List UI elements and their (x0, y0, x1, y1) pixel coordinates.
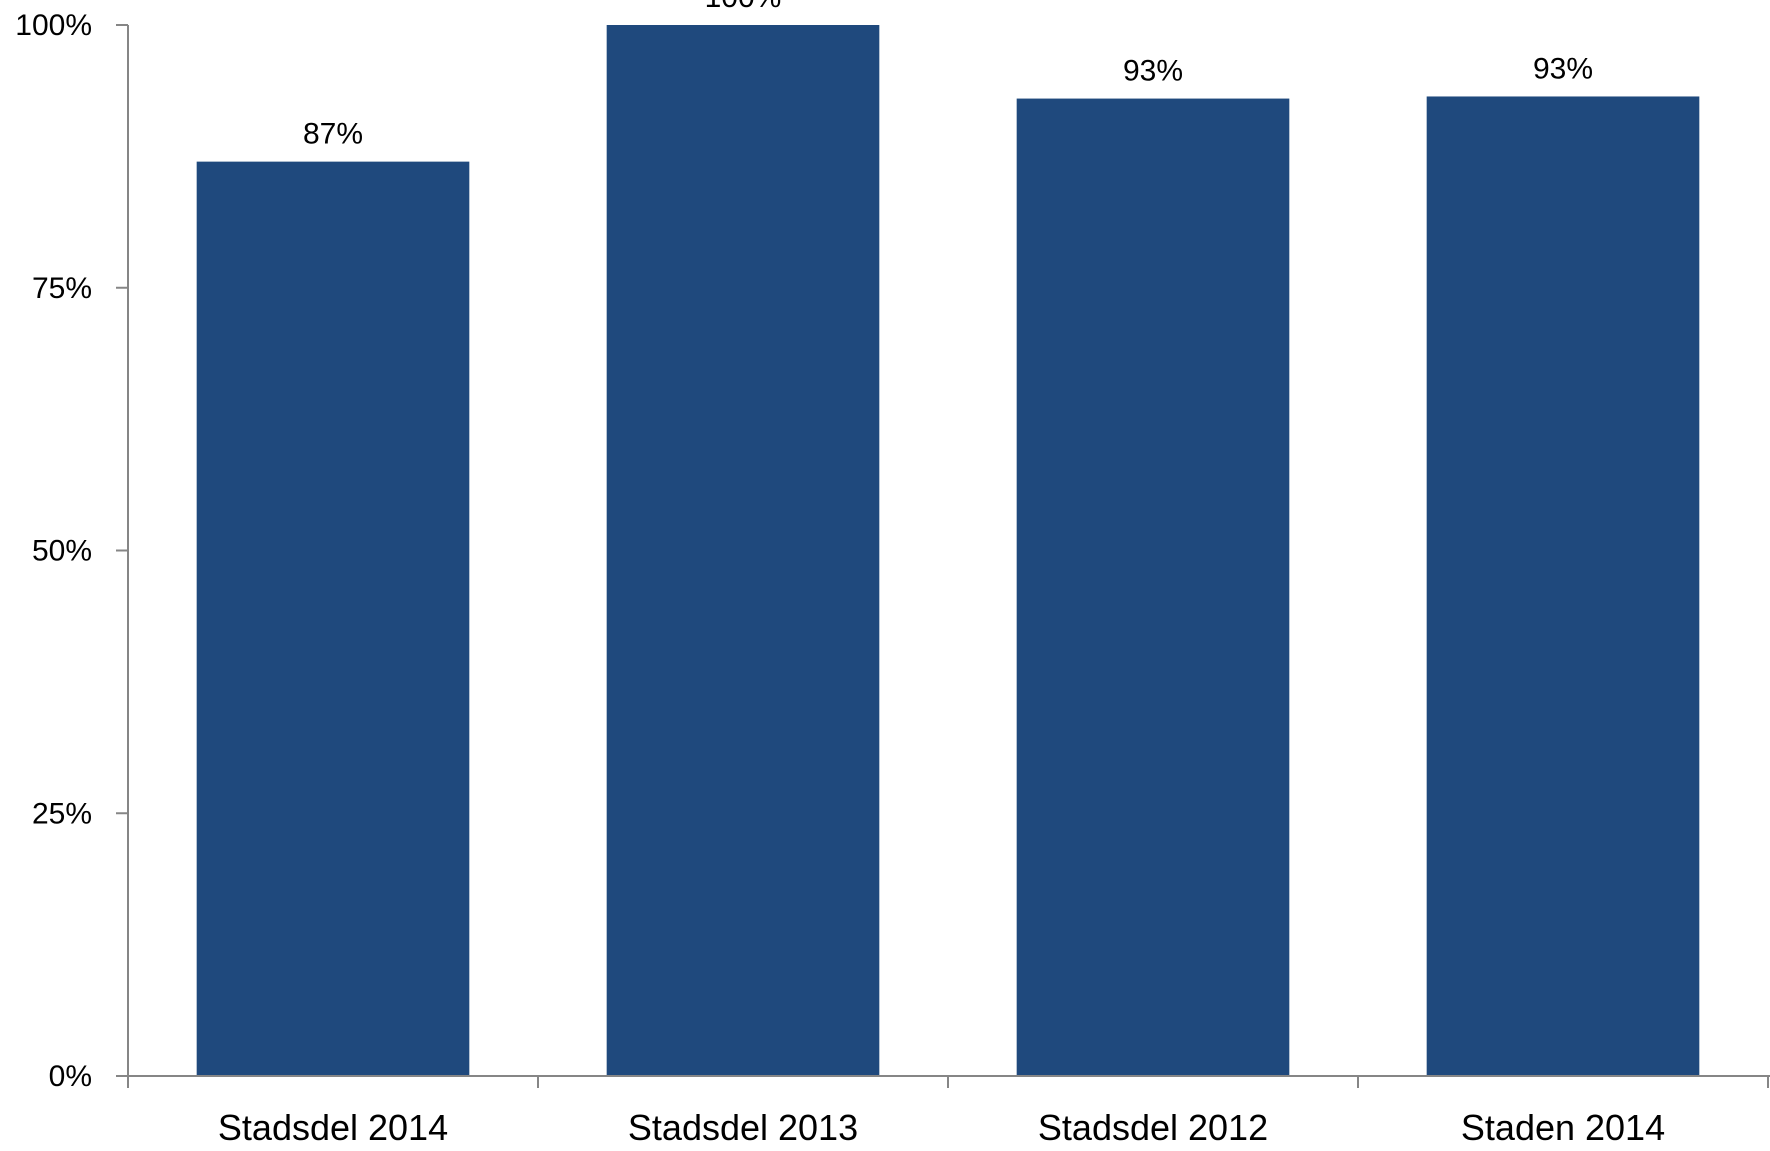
labels-layer: 0% 25% 50% 75% 100% Stadsdel 2014 Stadsdel 201… (15, 0, 1665, 1148)
bar-value-label: 93% (1533, 52, 1593, 85)
bar-3 (1016, 98, 1290, 1076)
bar-value-label: 93% (1123, 55, 1183, 88)
y-tick-label: 75% (32, 272, 92, 305)
bar-value-label: 87% (303, 118, 363, 151)
axis-layer (116, 24, 1770, 1088)
x-category-label: Staden 2014 (1461, 1107, 1665, 1148)
y-tick-label: 0% (49, 1060, 92, 1093)
bar-2 (606, 25, 880, 1076)
x-category-label: Stadsdel 2012 (1038, 1107, 1268, 1148)
bar-value-label: 100% (705, 0, 782, 14)
bar-1 (196, 161, 470, 1076)
bar-4 (1426, 96, 1700, 1076)
y-tick-label: 25% (32, 797, 92, 830)
bars-layer (196, 25, 1700, 1076)
x-category-label: Stadsdel 2013 (628, 1107, 858, 1148)
y-tick-label: 100% (15, 9, 92, 42)
y-tick-label: 50% (32, 535, 92, 568)
x-category-label: Stadsdel 2014 (218, 1107, 448, 1148)
